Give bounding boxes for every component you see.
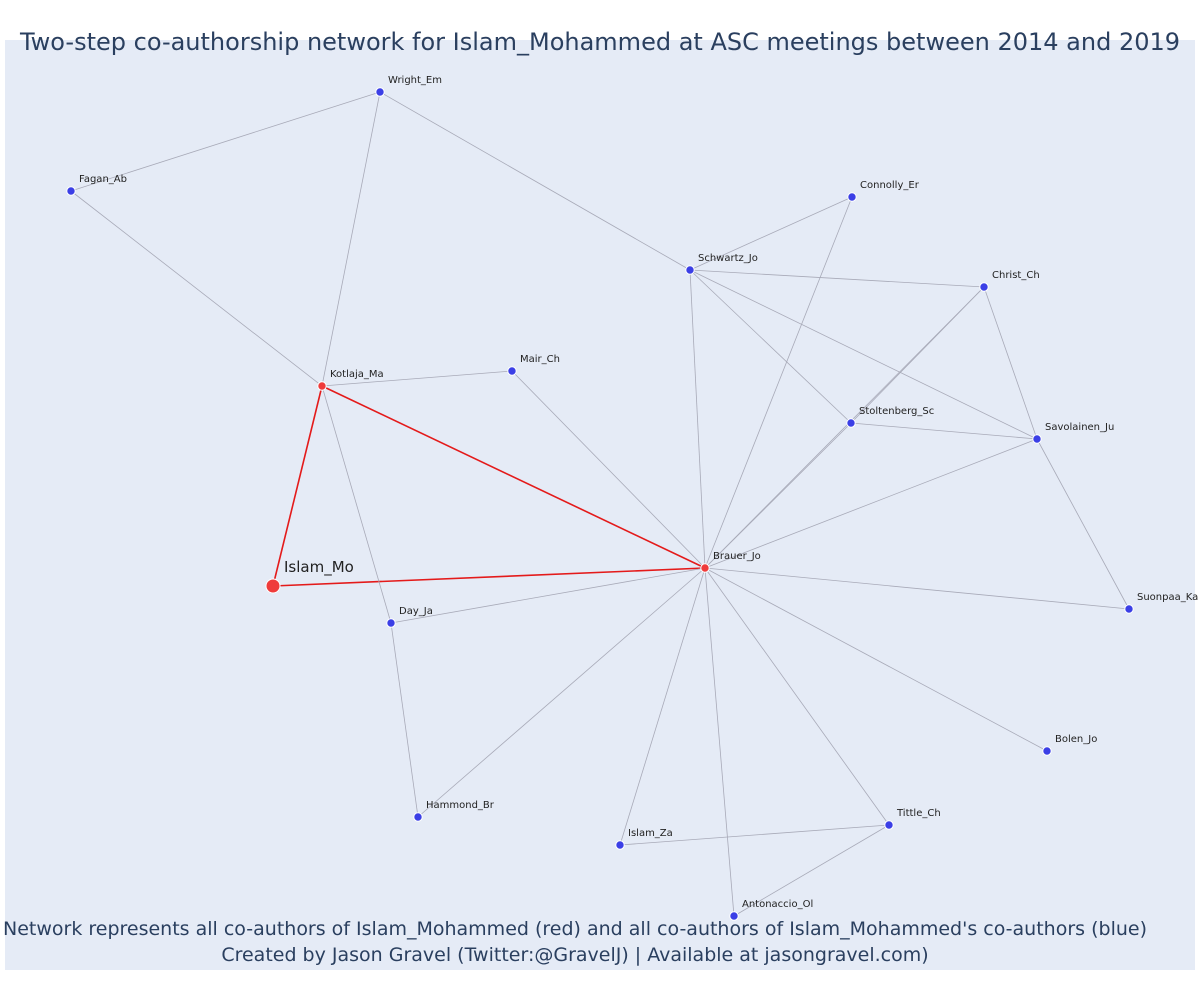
footer-credit: Created by Jason Gravel (Twitter:@Gravel… [221,944,929,966]
node-label-Day_Ja: Day_Ja [399,606,433,617]
node-Islam_Mo[interactable] [265,578,281,594]
node-label-Fagan_Ab: Fagan_Ab [79,174,127,185]
node-Wright_Em[interactable] [375,87,385,97]
node-Savolainen_Ju[interactable] [1032,434,1042,444]
node-Kotlaja_Ma[interactable] [317,381,327,391]
node-label-Bolen_Jo: Bolen_Jo [1055,734,1097,745]
edge-Kotlaja_Ma-Wright_Em [321,91,381,387]
node-label-Suonpaa_Ka: Suonpaa_Ka [1137,592,1198,603]
node-Fagan_Ab[interactable] [66,186,76,196]
node-label-Schwartz_Jo: Schwartz_Jo [698,253,758,264]
node-Schwartz_Jo[interactable] [685,265,695,275]
edge-Kotlaja_Ma-Day_Ja [321,385,392,624]
edge-Brauer_Jo-Day_Ja [390,567,706,624]
node-label-Islam_Mo: Islam_Mo [284,558,354,577]
edge-Kotlaja_Ma-Brauer_Jo [321,385,706,569]
footer-note: Network represents all co-authors of Isl… [3,918,1147,940]
edge-Kotlaja_Ma-Fagan_Ab [70,190,323,387]
edge-Connolly_Er-Brauer_Jo [704,196,853,569]
edge-Schwartz_Jo-Connolly_Er [689,196,853,271]
edge-Tittle_Ch-Islam_Za [619,824,890,846]
edge-Kotlaja_Ma-Mair_Ch [321,370,513,387]
node-Suonpaa_Ka[interactable] [1124,604,1134,614]
node-label-Hammond_Br: Hammond_Br [426,800,495,811]
edge-Savolainen_Ju-Suonpaa_Ka [1036,438,1130,610]
edge-Schwartz_Jo-Brauer_Jo [689,269,706,569]
node-label-Brauer_Jo: Brauer_Jo [713,551,761,562]
edge-Islam_Mo-Brauer_Jo [272,567,706,587]
node-label-Stoltenberg_Sc: Stoltenberg_Sc [859,406,934,417]
edge-Christ_Ch-Savolainen_Ju [983,286,1038,440]
edge-Brauer_Jo-Hammond_Br [417,567,706,818]
edge-Schwartz_Jo-Stoltenberg_Sc [689,269,852,424]
node-Mair_Ch[interactable] [507,366,517,376]
edge-Schwartz_Jo-Christ_Ch [689,269,985,288]
chart-title: Two-step co-authorship network for Islam… [19,28,1181,56]
node-Islam_Za[interactable] [615,840,625,850]
node-label-Connolly_Er: Connolly_Er [860,180,920,191]
edge-Stoltenberg_Sc-Savolainen_Ju [850,422,1038,440]
edge-Brauer_Jo-Suonpaa_Ka [704,567,1130,610]
edge-Wright_Em-Schwartz_Jo [379,91,691,271]
edges-layer [70,91,1130,917]
node-label-Kotlaja_Ma: Kotlaja_Ma [330,369,384,380]
edge-Islam_Mo-Kotlaja_Ma [272,385,323,587]
edge-Brauer_Jo-Tittle_Ch [704,567,890,826]
edge-Stoltenberg_Sc-Brauer_Jo [704,422,852,569]
edge-Savolainen_Ju-Brauer_Jo [704,438,1038,569]
node-Antonaccio_Ol[interactable] [729,911,739,921]
node-label-Wright_Em: Wright_Em [388,75,442,86]
edge-Day_Ja-Hammond_Br [390,622,419,818]
node-Day_Ja[interactable] [386,618,396,628]
node-Tittle_Ch[interactable] [884,820,894,830]
nodes-layer [66,87,1134,921]
node-label-Savolainen_Ju: Savolainen_Ju [1045,422,1114,433]
node-Connolly_Er[interactable] [847,192,857,202]
edge-Brauer_Jo-Antonaccio_Ol [704,567,735,917]
node-label-Antonaccio_Ol: Antonaccio_Ol [742,899,813,910]
node-Brauer_Jo[interactable] [700,563,710,573]
edge-Brauer_Jo-Islam_Za [619,567,706,846]
node-Stoltenberg_Sc[interactable] [846,418,856,428]
node-label-Mair_Ch: Mair_Ch [520,354,560,365]
node-Christ_Ch[interactable] [979,282,989,292]
edge-Fagan_Ab-Wright_Em [70,91,381,192]
edge-Brauer_Jo-Bolen_Jo [704,567,1048,752]
edge-Mair_Ch-Brauer_Jo [511,370,706,569]
node-label-Islam_Za: Islam_Za [628,828,673,839]
labels-layer: Islam_Mo Kotlaja_Ma Brauer_Jo Wright_Em Faga… [79,75,1198,910]
node-label-Tittle_Ch: Tittle_Ch [896,808,941,819]
edge-Christ_Ch-Brauer_Jo [704,286,985,569]
node-Bolen_Jo[interactable] [1042,746,1052,756]
plot-background [5,40,1195,970]
edge-Tittle_Ch-Antonaccio_Ol [733,824,890,917]
node-Hammond_Br[interactable] [413,812,423,822]
edge-Schwartz_Jo-Savolainen_Ju [689,269,1038,440]
node-label-Christ_Ch: Christ_Ch [992,270,1040,281]
